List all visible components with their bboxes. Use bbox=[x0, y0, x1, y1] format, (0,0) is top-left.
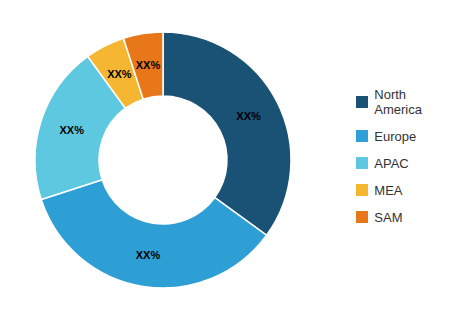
svg-text:XX%: XX% bbox=[59, 124, 84, 136]
html-text:North: North bbox=[374, 86, 407, 102]
svg-text:XX%: XX% bbox=[136, 249, 161, 261]
html-text:APAC: APAC bbox=[374, 155, 409, 171]
html-text:Europe: Europe bbox=[374, 128, 417, 144]
svg-text:XX%: XX% bbox=[136, 59, 161, 71]
html-text:America: America bbox=[374, 101, 422, 117]
svg-text:XX%: XX% bbox=[107, 68, 132, 80]
html-text:MEA: MEA bbox=[374, 182, 403, 198]
html-text:SAM: SAM bbox=[374, 209, 403, 225]
svg-text:XX%: XX% bbox=[236, 110, 261, 122]
